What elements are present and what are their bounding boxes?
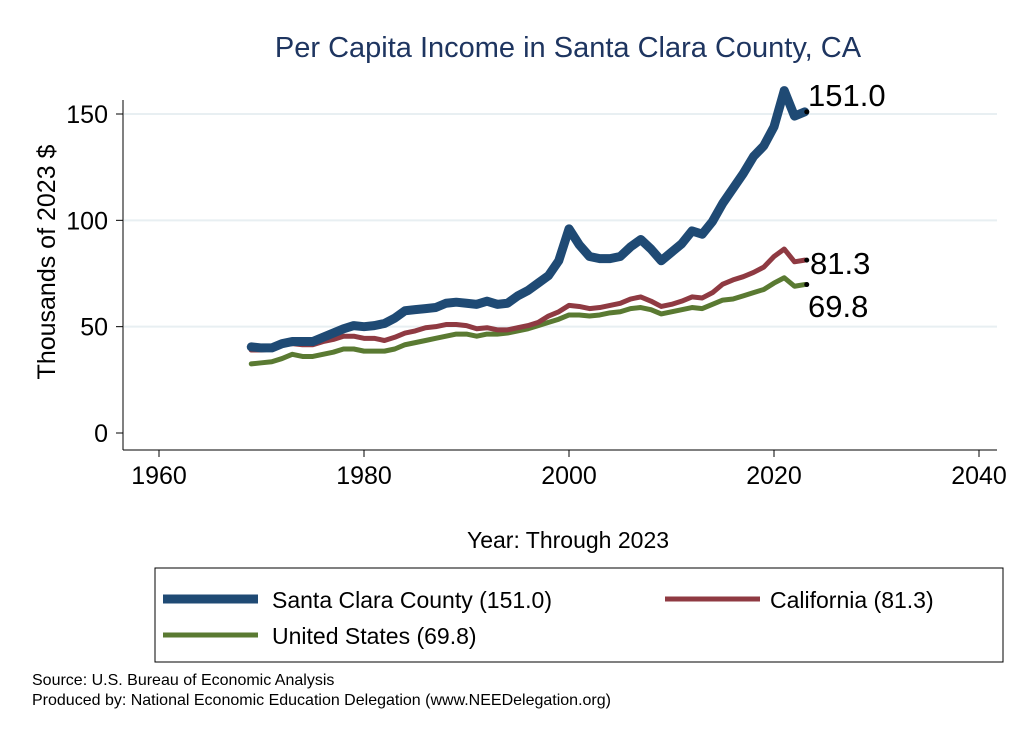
y-tick-label: 50 [80, 314, 108, 342]
y-tick-label: 150 [66, 101, 108, 129]
end-label: 151.0 [808, 78, 886, 113]
series-line-1 [248, 246, 808, 353]
series-line-0 [246, 86, 810, 353]
end-marker [804, 282, 810, 288]
x-tick-label: 2000 [541, 462, 597, 490]
end-marker [804, 257, 810, 263]
legend-label: Santa Clara County (151.0) [272, 587, 552, 613]
x-tick-label: 1960 [131, 462, 187, 490]
legend-label: California (81.3) [770, 587, 934, 613]
end-label: 81.3 [810, 246, 870, 281]
legend-label: United States (69.8) [272, 623, 477, 649]
y-tick-label: 0 [94, 420, 108, 448]
chart-title: Per Capita Income in Santa Clara County,… [275, 32, 862, 64]
y-axis-label: Thousands of 2023 $ [33, 144, 61, 379]
x-tick-label: 2020 [746, 462, 802, 490]
producer-note: Produced by: National Economic Education… [32, 692, 611, 709]
x-axis-label: Year: Through 2023 [467, 527, 669, 553]
x-tick-label: 1980 [336, 462, 392, 490]
y-tick-label: 100 [66, 207, 108, 235]
legend-box [154, 567, 1004, 663]
end-marker [804, 109, 810, 115]
series-line-2 [248, 275, 808, 367]
x-tick-label: 2040 [951, 462, 1007, 490]
end-label: 69.8 [808, 289, 868, 324]
source-note: Source: U.S. Bureau of Economic Analysis [32, 672, 335, 689]
